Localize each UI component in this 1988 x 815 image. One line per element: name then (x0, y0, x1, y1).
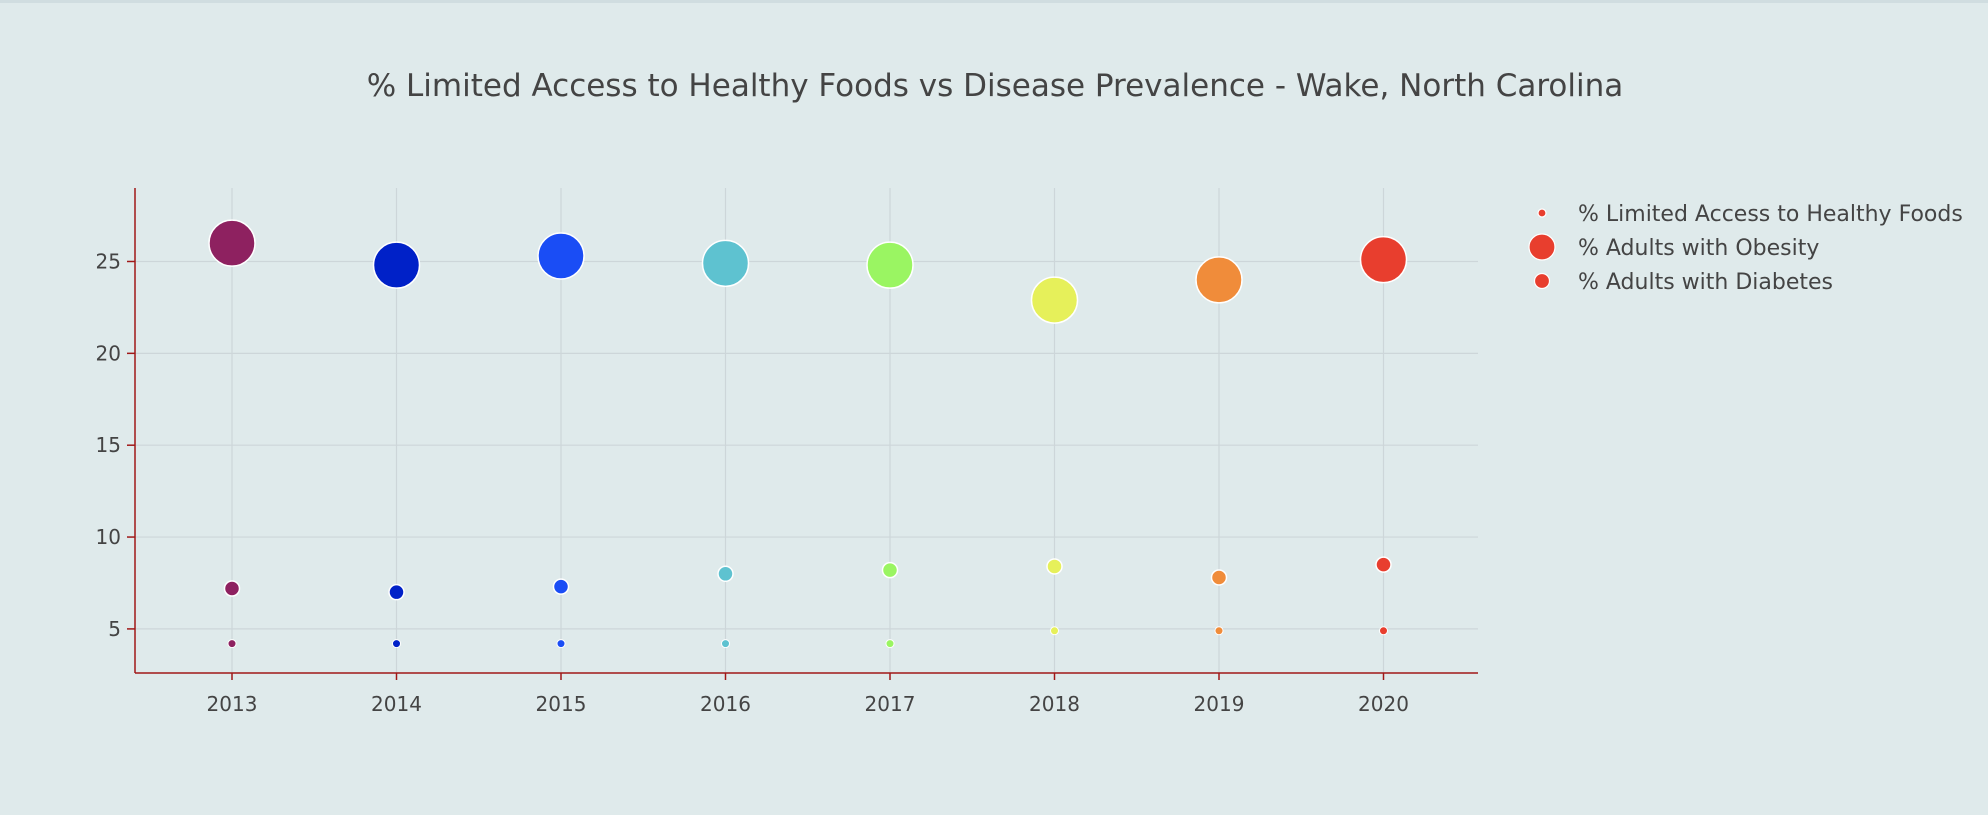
data-point-series-2[interactable] (1375, 556, 1392, 573)
data-point-series-0[interactable] (1214, 626, 1224, 636)
axes-layer: 5 10 15 20 25 2013 2014 2015 2016 2017 2018 2019 202… (96, 188, 1478, 716)
legend-marker[interactable] (1533, 272, 1551, 290)
data-point-series-2[interactable] (1210, 569, 1228, 586)
data-point-series-0[interactable] (1379, 626, 1388, 636)
data-point-series-1[interactable] (1195, 256, 1243, 304)
legend-marker[interactable] (1537, 208, 1547, 218)
data-point-series-0[interactable] (1050, 626, 1059, 636)
x-tick-label: 2019 (1194, 692, 1245, 716)
y-tick-label: 25 (96, 249, 121, 273)
data-point-series-1[interactable] (1359, 235, 1408, 284)
x-tick-label: 2013 (207, 692, 258, 716)
data-point-series-1[interactable] (701, 239, 750, 288)
chart-svg: % Limited Access to Healthy Foods vs Dis… (96, 68, 1963, 716)
data-point-series-0[interactable] (227, 639, 237, 649)
legend-label[interactable]: % Limited Access to Healthy Foods (1578, 202, 1963, 227)
y-tick-label: 20 (96, 341, 121, 365)
x-tick-label: 2017 (865, 692, 916, 716)
legend[interactable]: % Limited Access to Healthy Foods % Adult… (1528, 202, 1963, 295)
legend-marker[interactable] (1528, 233, 1556, 261)
data-point-series-1[interactable] (866, 241, 914, 289)
data-point-series-2[interactable] (1046, 558, 1063, 575)
data-point-series-1[interactable] (537, 232, 585, 280)
data-point-series-0[interactable] (721, 639, 730, 649)
data-point-series-2[interactable] (388, 583, 405, 601)
data-point-series-0[interactable] (556, 639, 566, 649)
legend-label[interactable]: % Adults with Diabetes (1578, 270, 1833, 295)
data-point-series-2[interactable] (717, 565, 734, 583)
chart-title: % Limited Access to Healthy Foods vs Dis… (367, 68, 1624, 104)
points-layer (208, 219, 1408, 649)
legend-label[interactable]: % Adults with Obesity (1578, 236, 1819, 261)
x-tick-label: 2018 (1029, 692, 1080, 716)
y-tick-label: 5 (108, 617, 121, 641)
x-tick-label: 2020 (1358, 692, 1409, 716)
y-tick-label: 15 (96, 433, 121, 457)
data-point-series-2[interactable] (881, 561, 899, 579)
data-point-series-1[interactable] (372, 241, 421, 289)
x-tick-label: 2014 (371, 692, 422, 716)
data-point-series-0[interactable] (885, 639, 895, 649)
data-point-series-2[interactable] (552, 578, 570, 595)
data-point-series-1[interactable] (1030, 276, 1079, 324)
x-tick-label: 2015 (536, 692, 587, 716)
grid-layer (135, 188, 1478, 673)
y-tick-label: 10 (96, 525, 121, 549)
data-point-series-1[interactable] (208, 219, 256, 267)
data-point-series-2[interactable] (223, 580, 241, 597)
x-tick-label: 2016 (700, 692, 751, 716)
data-point-series-0[interactable] (392, 639, 401, 649)
